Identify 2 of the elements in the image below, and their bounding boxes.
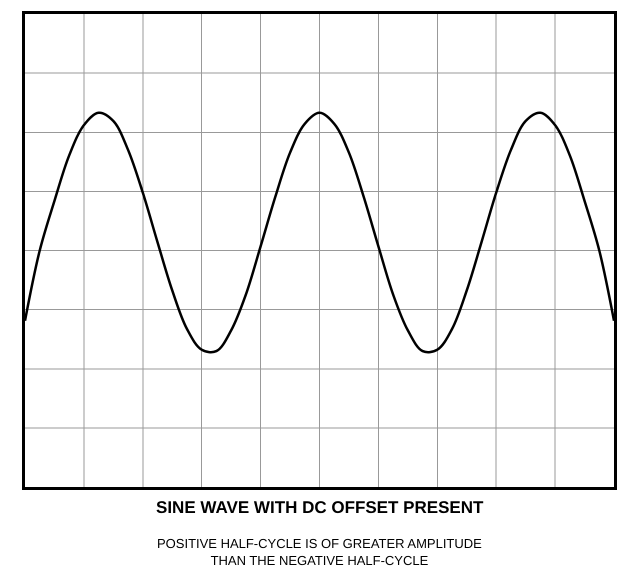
text: SINE WAVE WITH DC OFFSET PRESENT (156, 498, 484, 517)
text: POSITIVE HALF-CYCLE IS OF GREATER AMPLITUDE THAN THE NEGATIVE HALF-CYCLE (157, 536, 482, 568)
